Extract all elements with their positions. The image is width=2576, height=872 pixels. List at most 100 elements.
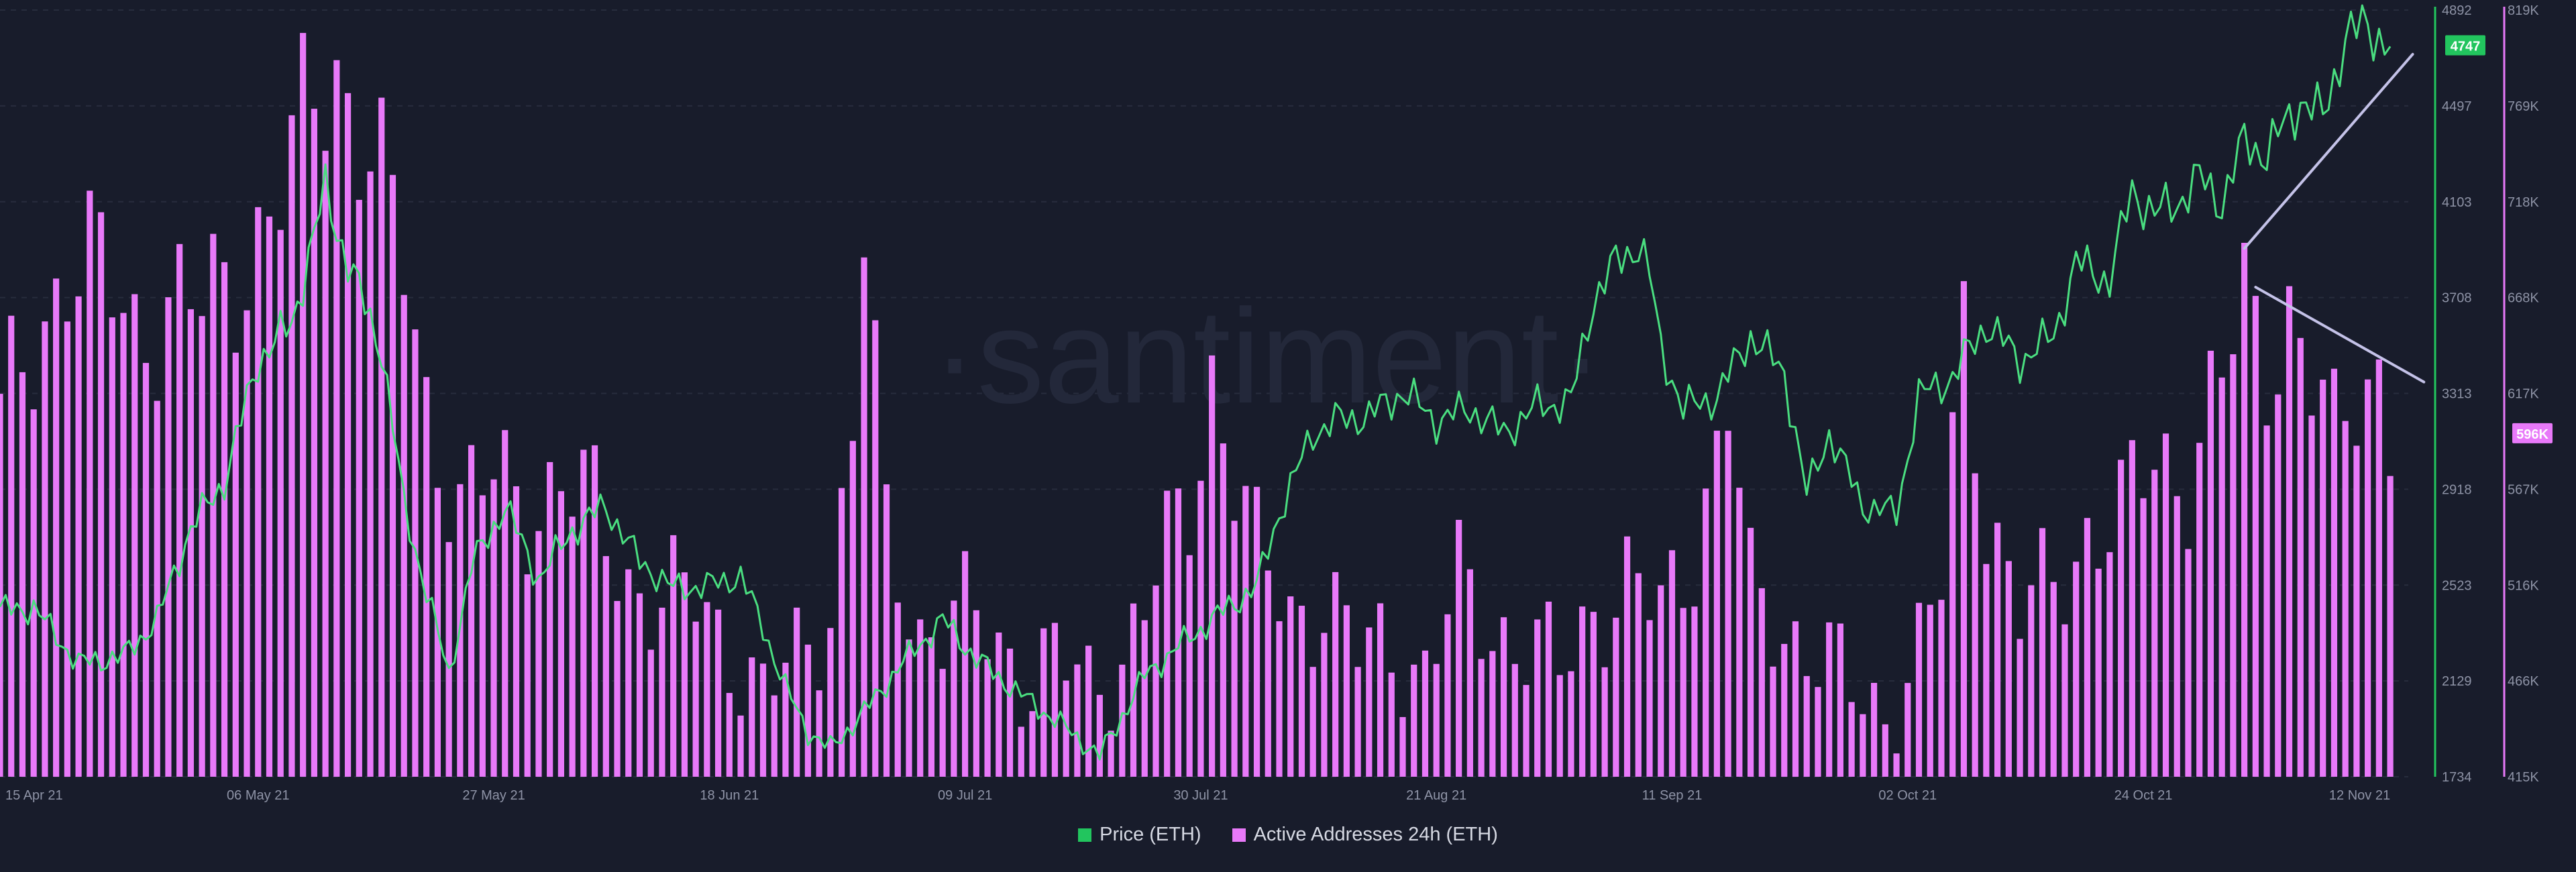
active-addresses-bar	[1130, 603, 1137, 777]
active-addresses-bar	[535, 531, 542, 777]
active-addresses-bar	[1545, 601, 1552, 777]
active-addresses-bar	[726, 693, 733, 777]
active-addresses-bar	[1265, 570, 1271, 777]
active-addresses-bar	[311, 109, 317, 777]
active-addresses-bar	[1781, 643, 1788, 777]
active-addresses-bar	[199, 316, 205, 777]
active-addresses-bar	[389, 174, 396, 777]
active-addresses-bar	[973, 610, 979, 777]
active-addresses-bar	[2084, 518, 2091, 777]
active-addresses-bar	[154, 400, 160, 777]
active-addresses-bar	[400, 294, 407, 777]
legend-item-price[interactable]: Price (ETH)	[1078, 824, 1201, 846]
active-addresses-bar	[1063, 680, 1069, 777]
active-addresses-bar	[2129, 440, 2135, 777]
active-addresses-bar	[300, 33, 307, 777]
active-addresses-bar	[1175, 488, 1182, 777]
addresses-axis-tick-label: 769K	[2508, 99, 2539, 114]
active-addresses-bar	[1119, 664, 1126, 777]
active-addresses-bar	[367, 171, 374, 777]
active-addresses-bar	[1108, 730, 1114, 777]
active-addresses-bar	[2196, 443, 2203, 777]
active-addresses-bar	[2275, 394, 2282, 777]
active-addresses-bar	[1848, 702, 1855, 777]
active-addresses-bar	[2365, 379, 2371, 777]
active-addresses-bar	[1388, 672, 1395, 777]
active-addresses-bar	[109, 317, 115, 777]
legend-price-label: Price (ETH)	[1099, 824, 1201, 845]
addresses-resistance-trendline	[2254, 286, 2426, 384]
active-addresses-bar	[1018, 726, 1024, 777]
active-addresses-bar	[1242, 486, 1249, 777]
active-addresses-bar	[659, 607, 665, 777]
active-addresses-bar	[165, 297, 172, 777]
price-axis-tick-label: 4103	[2442, 195, 2472, 210]
active-addresses-bar	[2061, 624, 2068, 777]
addresses-axis-tick-label: 617K	[2508, 387, 2539, 402]
active-addresses-bar	[423, 377, 430, 777]
price-axis-tick-label: 3313	[2442, 387, 2472, 402]
active-addresses-bar	[1466, 569, 1473, 777]
active-addresses-bar	[692, 621, 699, 777]
active-addresses-bar	[569, 516, 576, 777]
active-addresses-bar	[120, 313, 127, 777]
x-axis-tick-label: 30 Jul 21	[1173, 788, 1228, 803]
active-addresses-bar	[2330, 368, 2338, 777]
active-addresses-bar	[1433, 663, 1440, 777]
active-addresses-bar	[1994, 523, 2001, 777]
active-addresses-bar	[2039, 528, 2046, 777]
active-addresses-bar	[1983, 563, 1990, 777]
active-addresses-bar	[2342, 421, 2349, 777]
active-addresses-bar	[1568, 671, 1574, 777]
active-addresses-bar	[2207, 350, 2214, 777]
active-addresses-bar	[771, 695, 777, 777]
active-addresses-bar	[2286, 286, 2293, 777]
active-addresses-bar	[1421, 650, 1429, 777]
active-addresses-bar	[187, 309, 194, 777]
active-addresses-bar	[1276, 621, 1283, 777]
active-addresses-bar	[1882, 724, 1888, 777]
active-addresses-bar	[894, 602, 901, 777]
active-addresses-bar	[547, 461, 553, 777]
active-addresses-bar	[681, 572, 688, 777]
active-addresses-bar	[1915, 602, 1923, 777]
price-axis-tick-label: 2918	[2442, 482, 2472, 497]
active-addresses-bar	[1623, 536, 1631, 777]
active-addresses-bar	[1635, 573, 1642, 777]
active-addresses-bar	[502, 430, 508, 777]
active-addresses-bar	[176, 243, 183, 777]
active-addresses-bar	[19, 372, 26, 777]
active-addresses-bar	[1803, 675, 1810, 777]
x-axis-tick-label: 24 Oct 21	[2114, 788, 2173, 803]
active-addresses-bar	[1703, 488, 1709, 777]
active-addresses-bar	[513, 486, 520, 777]
active-addresses-bar	[962, 551, 969, 777]
price-support-trendline	[2243, 52, 2414, 250]
active-addresses-bar	[1051, 622, 1059, 777]
active-addresses-bar	[1399, 717, 1406, 777]
current-addresses-badge	[2512, 423, 2553, 443]
active-addresses-bar	[333, 60, 340, 777]
active-addresses-bar	[917, 619, 924, 777]
active-addresses-bar	[1074, 664, 1081, 777]
price-axis-tick-label: 4892	[2442, 3, 2472, 18]
active-addresses-bar	[1523, 685, 1529, 777]
active-addresses-bar	[0, 394, 3, 777]
active-addresses-bar	[839, 488, 845, 777]
active-addresses-bar	[1613, 617, 1619, 777]
addresses-axis-tick-label: 466K	[2508, 674, 2539, 689]
active-addresses-bar	[670, 535, 677, 777]
legend-item-active-addresses[interactable]: Active Addresses 24h (ETH)	[1232, 824, 1498, 846]
x-axis-tick-label: 15 Apr 21	[5, 788, 63, 803]
active-addresses-bar	[1343, 605, 1350, 777]
active-addresses-bar	[344, 93, 352, 777]
active-addresses-bar	[221, 262, 228, 777]
addresses-axis-tick-label: 516K	[2508, 578, 2539, 593]
price-vs-active-addresses-chart[interactable]: ·santiment· 4892 819K 4497 769K 4103 718K 3708…	[0, 0, 2576, 818]
active-addresses-bar	[1815, 687, 1821, 777]
trendlines	[2243, 52, 2426, 384]
active-addresses-bar	[1713, 431, 1721, 777]
active-addresses-bar	[142, 363, 150, 777]
active-addresses-bar	[445, 542, 452, 777]
